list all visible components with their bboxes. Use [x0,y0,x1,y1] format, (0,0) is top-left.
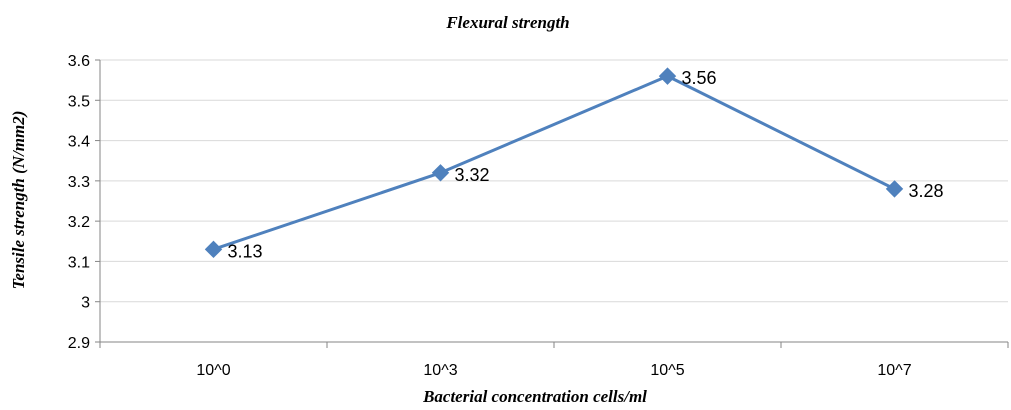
data-label: 3.13 [228,241,263,261]
data-labels: 3.13 3.32 3.56 3.28 [228,68,944,261]
y-tick-label: 3.1 [68,254,90,271]
data-label: 3.56 [682,68,717,88]
chart-title: Flexural strength [445,13,569,32]
x-tick-labels: 10^0 10^3 10^5 10^7 [196,362,911,379]
x-tick-label: 10^3 [423,362,457,379]
y-tick-label: 3.3 [68,174,90,191]
data-point-marker [885,180,904,198]
data-point-marker [204,240,223,259]
y-tick-label: 3.5 [68,93,90,110]
axes [95,59,1009,348]
x-tick-label: 10^7 [877,362,911,379]
series [204,67,904,259]
grid-lines [100,59,1008,303]
y-tick-label: 3 [81,295,90,312]
x-axis-title: Bacterial concentration cells/ml [422,387,647,406]
y-tick-labels: 2.9 3 3.1 3.2 3.3 3.4 3.5 3.6 [68,53,90,352]
y-axis-title: Tensile strength (N/mm2) [9,111,28,290]
x-tick-label: 10^5 [650,362,684,379]
y-tick-label: 3.4 [68,134,90,151]
data-point-marker [431,164,450,182]
data-point-marker [658,67,677,85]
x-tick-label: 10^0 [196,362,230,379]
data-label: 3.28 [909,181,944,201]
series-line [213,74,896,251]
data-label: 3.32 [455,165,490,185]
y-tick-label: 2.9 [68,335,90,352]
y-tick-label: 3.2 [68,214,90,231]
y-tick-label: 3.6 [68,53,90,70]
